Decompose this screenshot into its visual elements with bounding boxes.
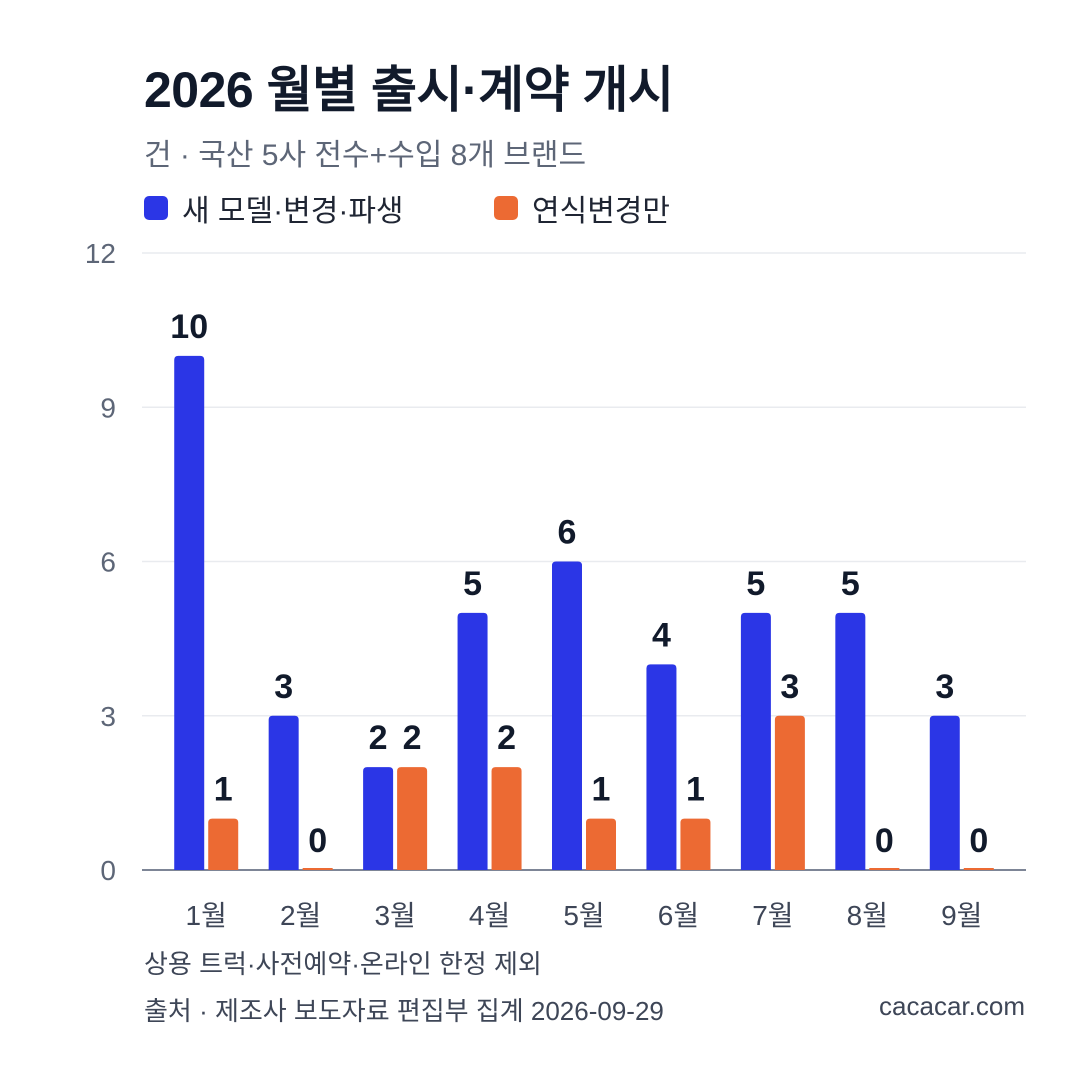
legend: 새 모델·변경·파생 연식변경만 <box>144 186 1024 228</box>
legend-label-new-models: 새 모델·변경·파생 <box>182 195 404 228</box>
chart-title: 2026 월별 출시·계약 개시 <box>144 62 674 118</box>
data-label-year-1: 1 <box>214 771 233 809</box>
x-tick-label-1: 1월 <box>186 900 227 931</box>
y-tick-label-12: 12 <box>85 238 116 269</box>
x-tick-label-7: 7월 <box>752 900 793 931</box>
site-credit: cacacar.com <box>879 991 1025 1021</box>
y-tick-label-6: 6 <box>100 547 116 578</box>
y-tick-label-3: 3 <box>100 701 116 732</box>
bar-new-3 <box>363 767 394 870</box>
data-label-new-6: 4 <box>652 616 671 654</box>
data-label-new-9: 3 <box>935 668 954 706</box>
data-label-year-4: 2 <box>497 719 516 757</box>
y-tick-label-0: 0 <box>100 855 116 886</box>
bar-year-8 <box>869 868 900 870</box>
data-label-new-2: 3 <box>274 668 293 706</box>
x-tick-label-6: 6월 <box>658 900 699 931</box>
bar-new-6 <box>646 664 677 870</box>
x-tick-label-5: 5월 <box>563 900 604 931</box>
legend-swatch-new-models <box>144 196 168 220</box>
footnote: 상용 트럭·사전예약·온라인 한정 제외 <box>144 949 542 979</box>
data-label-year-9: 0 <box>969 822 988 860</box>
bar-new-8 <box>835 612 866 870</box>
bar-new-5 <box>552 561 582 870</box>
legend-swatch-model-year <box>494 196 518 220</box>
bar-new-2 <box>268 715 299 870</box>
bar-year-1 <box>208 818 239 870</box>
x-tick-label-3: 3월 <box>374 900 415 931</box>
bar-new-7 <box>740 612 771 870</box>
data-label-year-3: 2 <box>403 719 422 757</box>
data-label-year-2: 0 <box>308 822 327 860</box>
bar-year-2 <box>302 868 333 870</box>
data-label-new-7: 5 <box>746 565 765 603</box>
bar-year-4 <box>491 767 522 870</box>
legend-label-model-year: 연식변경만 <box>532 195 670 228</box>
data-label-year-6: 1 <box>686 771 705 809</box>
data-label-year-7: 3 <box>780 668 799 706</box>
legend-item-new-models: 새 모델·변경·파생 <box>144 186 404 230</box>
data-label-new-8: 5 <box>841 565 860 603</box>
x-tick-label-8: 8월 <box>847 900 888 931</box>
bar-year-6 <box>680 818 711 870</box>
data-label-new-3: 2 <box>369 719 388 757</box>
bar-new-9 <box>929 715 960 870</box>
x-tick-label-2: 2월 <box>280 900 321 931</box>
y-tick-label-9: 9 <box>100 392 116 423</box>
chart-subtitle: 건 · 국산 5사 전수+수입 8개 브랜드 <box>144 139 587 172</box>
bar-new-1 <box>174 355 205 870</box>
bar-year-3 <box>397 767 428 870</box>
bar-new-4 <box>457 612 488 870</box>
data-label-new-1: 10 <box>170 308 208 346</box>
x-tick-label-4: 4월 <box>469 900 510 931</box>
bar-year-9 <box>963 868 994 870</box>
source-note: 출처 · 제조사 보도자료 편집부 집계 2026-09-29 <box>144 996 664 1026</box>
bar-year-7 <box>774 715 805 870</box>
bar-year-5 <box>586 818 616 870</box>
x-tick-label-9: 9월 <box>941 900 982 931</box>
data-label-year-8: 0 <box>875 822 894 860</box>
data-label-new-4: 5 <box>463 565 482 603</box>
data-label-new-5: 6 <box>558 514 577 552</box>
legend-item-model-year: 연식변경만 <box>494 186 670 230</box>
data-label-year-5: 1 <box>592 771 611 809</box>
